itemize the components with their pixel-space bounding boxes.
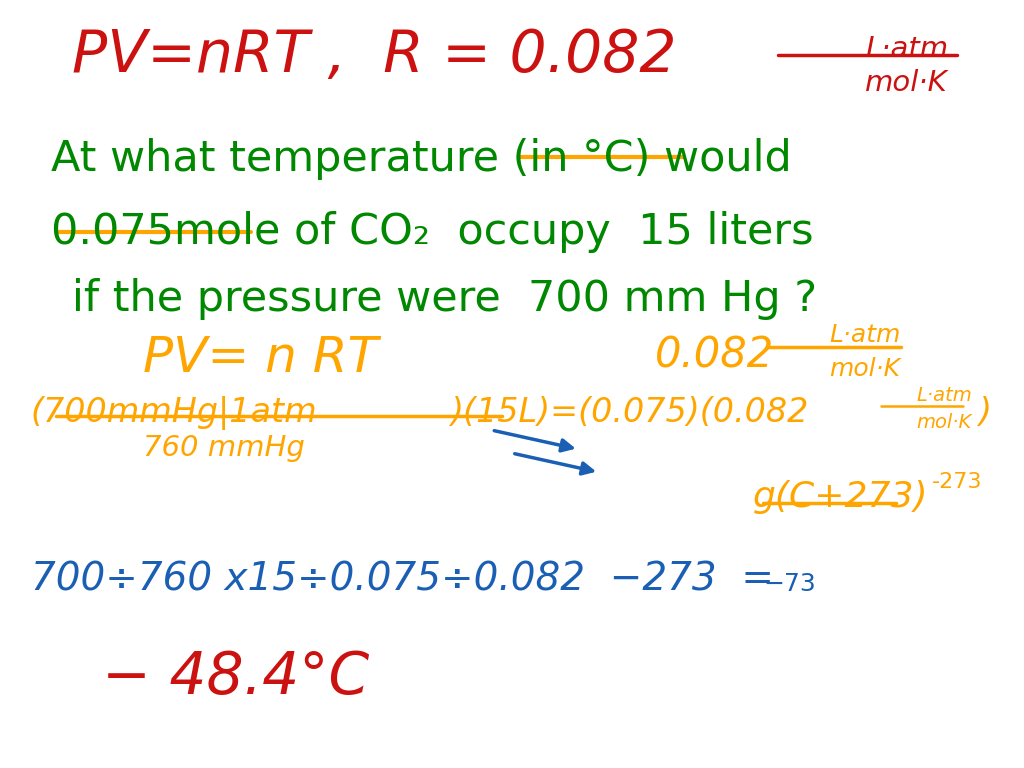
Text: mol·K: mol·K	[916, 413, 972, 432]
Text: 700÷760 x15÷0.075÷0.082  −273  =: 700÷760 x15÷0.075÷0.082 −273 =	[31, 561, 774, 598]
Text: −73: −73	[763, 572, 816, 596]
Text: (700mmHg|1atm: (700mmHg|1atm	[31, 396, 317, 429]
Text: 0.082: 0.082	[655, 334, 774, 376]
Text: mol·K: mol·K	[829, 357, 900, 381]
Text: g(C+273): g(C+273)	[753, 480, 929, 514]
Text: PV=nRT ,  R = 0.082: PV=nRT , R = 0.082	[72, 27, 676, 84]
Text: 0.075mole of CO₂  occupy  15 liters: 0.075mole of CO₂ occupy 15 liters	[51, 211, 814, 253]
Text: if the pressure were  700 mm Hg ?: if the pressure were 700 mm Hg ?	[72, 278, 817, 320]
Text: -273: -273	[932, 472, 982, 492]
Text: L·atm: L·atm	[865, 35, 948, 62]
Text: L·atm: L·atm	[916, 386, 972, 405]
Text: PV= n RT: PV= n RT	[143, 334, 378, 382]
Text: ): )	[978, 396, 991, 429]
Text: mol·K: mol·K	[865, 69, 948, 97]
Text: )(15L)=(0.075)(0.082: )(15L)=(0.075)(0.082	[451, 396, 809, 429]
Text: 760 mmHg: 760 mmHg	[143, 434, 305, 462]
Text: − 48.4°C: − 48.4°C	[102, 649, 370, 706]
Text: At what temperature (in °C) would: At what temperature (in °C) would	[51, 138, 792, 180]
Text: L·atm: L·atm	[829, 323, 901, 346]
